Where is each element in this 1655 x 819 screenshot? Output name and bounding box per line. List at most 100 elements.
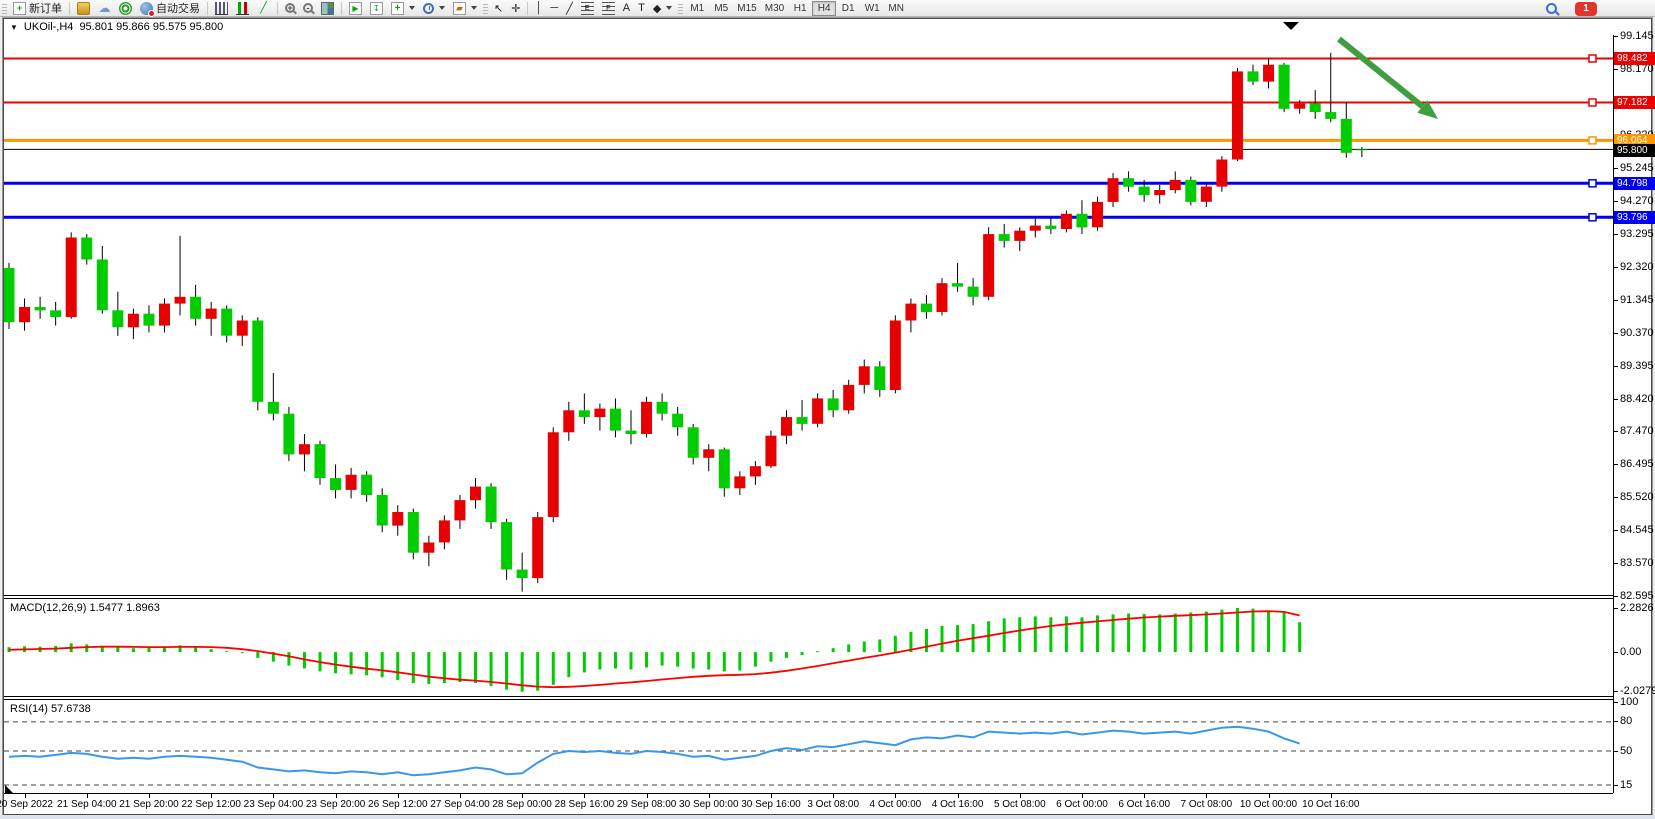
channel-icon: E: [580, 1, 594, 15]
toolbar-right: 1: [1542, 1, 1597, 16]
time-tick: [397, 794, 399, 798]
search-button[interactable]: [1542, 1, 1561, 16]
window-edge: [0, 815, 1655, 819]
time-tick: [584, 794, 586, 798]
rsi-label: RSI(14) 57.6738: [10, 703, 91, 715]
separator: [341, 1, 342, 15]
hline-price-label[interactable]: 97.182: [1614, 96, 1655, 109]
bar-chart-button[interactable]: [211, 1, 232, 16]
hline-price-label[interactable]: 93.796: [1614, 210, 1655, 224]
timeframe-h4[interactable]: H4: [812, 0, 837, 16]
window-menu-icon[interactable]: ▼: [10, 22, 18, 32]
time-tick-label: 4 Oct 16:00: [931, 799, 984, 810]
zoom-out-button[interactable]: -: [299, 1, 317, 16]
time-tick-label: 21 Sep 04:00: [57, 799, 117, 810]
timeframe-d1[interactable]: D1: [841, 2, 855, 14]
time-tick: [771, 794, 772, 798]
history-marker-icon: [5, 785, 13, 793]
autotrade-button[interactable]: 自动交易: [136, 1, 204, 17]
pane-splitter[interactable]: [4, 696, 1613, 700]
rsi-pane[interactable]: [4, 700, 1613, 793]
indicators-button[interactable]: +: [387, 1, 419, 16]
data-window-button[interactable]: ☁: [94, 1, 115, 16]
time-tick: [833, 794, 835, 798]
notification-badge[interactable]: 1: [1575, 1, 1597, 16]
timeframe-m5[interactable]: M5: [714, 2, 729, 14]
hline-price-label[interactable]: 94.798: [1614, 176, 1655, 190]
axis-tick: [1613, 497, 1618, 499]
axis-tick-label: 82.595: [1620, 590, 1654, 603]
hline-price-label[interactable]: 98.482: [1614, 52, 1655, 65]
time-tick-label: 10 Oct 00:00: [1239, 799, 1298, 810]
axis-tick: [1613, 200, 1618, 202]
periods-button[interactable]: [419, 1, 449, 16]
candlestick-chart-button[interactable]: [232, 1, 253, 16]
market-watch-button[interactable]: [73, 1, 94, 16]
timeframe-m1[interactable]: M1: [690, 2, 705, 14]
toolbar-grip[interactable]: [483, 2, 488, 14]
zoom-in-icon: +: [285, 3, 295, 13]
separator: [527, 1, 529, 15]
rsi-canvas[interactable]: [4, 700, 1613, 793]
chevron-down-icon: [471, 6, 477, 10]
toolbar-grip[interactable]: [2, 2, 7, 14]
equidistant-channel-button[interactable]: E: [577, 1, 598, 16]
axis-tick-label: 84.545: [1620, 524, 1654, 537]
axis-tick: [1613, 750, 1618, 752]
axis-tick: [1613, 784, 1618, 786]
zoom-in-button[interactable]: +: [281, 1, 299, 16]
hline-price-label[interactable]: 96.064: [1614, 133, 1655, 147]
axis-tick-label: 86.495: [1620, 458, 1654, 471]
tester-step-icon: ↧: [370, 1, 383, 15]
new-order-label: 新订单: [29, 3, 62, 15]
tester-visual-button[interactable]: ↧: [366, 1, 387, 16]
chart-shift-marker[interactable]: [1283, 22, 1299, 30]
signals-button[interactable]: [115, 1, 136, 16]
chart-titlebar[interactable]: ▼ UKOil-,H4 95.801 95.866 95.575 95.800: [4, 19, 1651, 35]
time-tick-label: 28 Sep 16:00: [554, 799, 615, 810]
strategy-tester-button[interactable]: ▶: [345, 1, 366, 16]
toolbar-grip[interactable]: [678, 2, 684, 14]
trendline-button[interactable]: ╱: [562, 1, 577, 16]
axis-tick: [1613, 332, 1618, 334]
fibonacci-button[interactable]: F: [598, 1, 619, 16]
price-chart-canvas[interactable]: [4, 35, 1613, 595]
time-tick: [1330, 794, 1332, 798]
axis-tick-label: 15: [1620, 778, 1633, 791]
templates-button[interactable]: ▰: [449, 1, 481, 16]
macd-canvas[interactable]: [4, 599, 1613, 698]
pane-splitter[interactable]: [4, 595, 1613, 599]
price-chart-pane[interactable]: [4, 35, 1613, 595]
time-tick-label: 29 Sep 08:00: [616, 799, 677, 810]
crosshair-button[interactable]: ✛: [507, 1, 524, 16]
horizontal-line-button[interactable]: ─: [546, 1, 562, 16]
timeframe-h1[interactable]: H1: [793, 2, 807, 14]
axis-tick: [1613, 365, 1618, 367]
current-price-label: 95.800: [1614, 143, 1655, 157]
time-tick-label: 28 Sep 00:00: [492, 799, 552, 810]
new-order-button[interactable]: + 新订单: [9, 1, 66, 16]
timeframe-w1[interactable]: W1: [864, 2, 880, 14]
text-label-button[interactable]: T: [634, 1, 649, 16]
time-tick: [1019, 794, 1021, 798]
timeframe-mn[interactable]: MN: [888, 2, 904, 14]
timeframe-m30[interactable]: M30: [764, 2, 785, 14]
line-chart-button[interactable]: ╱: [253, 1, 274, 16]
timeframe-m15[interactable]: M15: [737, 2, 757, 14]
time-tick: [1144, 794, 1146, 798]
axis-tick-label: -2.0279: [1620, 684, 1655, 697]
tile-windows-button[interactable]: [317, 1, 338, 16]
text-button[interactable]: A: [619, 1, 634, 16]
time-tick-label: 6 Oct 16:00: [1118, 799, 1171, 810]
macd-pane[interactable]: [4, 599, 1613, 698]
time-tick: [522, 794, 524, 798]
price-axis-line: [1613, 35, 1614, 793]
zoom-out-icon: -: [303, 3, 313, 13]
vertical-line-button[interactable]: │: [531, 1, 546, 16]
notification-count: 1: [1583, 3, 1589, 14]
time-tick: [460, 794, 461, 798]
chevron-down-icon: [666, 6, 673, 10]
shapes-button[interactable]: ◆: [649, 1, 676, 16]
tester-play-icon: ▶: [349, 1, 362, 15]
cursor-button[interactable]: ↖: [490, 1, 507, 16]
